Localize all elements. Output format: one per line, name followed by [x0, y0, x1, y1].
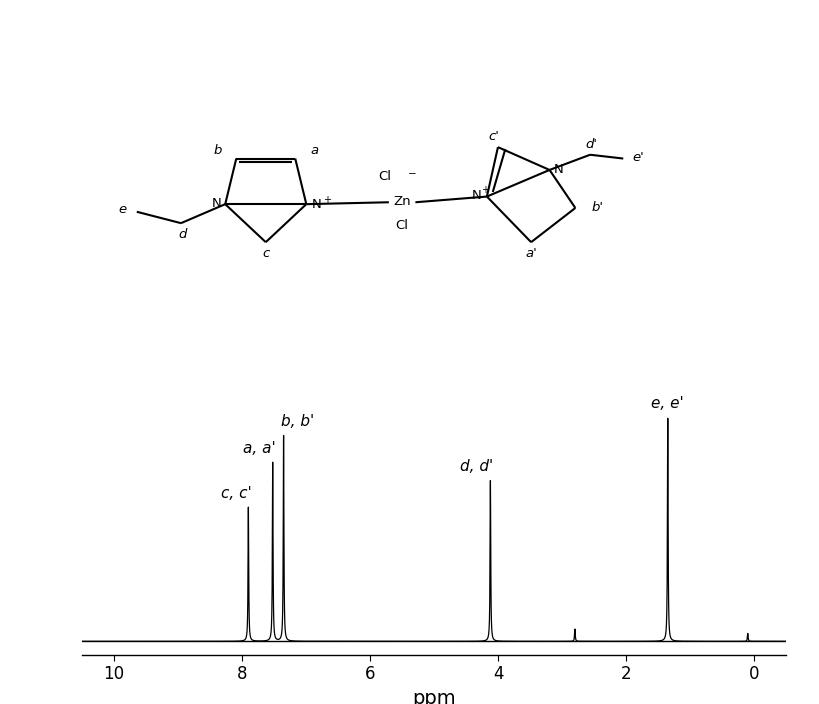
X-axis label: ppm: ppm	[412, 689, 456, 704]
Text: d: d	[179, 228, 187, 241]
Text: N: N	[312, 198, 322, 210]
Text: +: +	[323, 195, 331, 206]
Text: N: N	[472, 189, 482, 202]
Text: Cl: Cl	[396, 218, 409, 232]
Text: a, a': a, a'	[242, 441, 275, 455]
Text: N: N	[554, 163, 563, 176]
Text: a': a'	[525, 247, 537, 260]
Text: b': b'	[591, 201, 604, 215]
Text: c, c': c, c'	[221, 486, 251, 501]
Text: e, e': e, e'	[651, 396, 684, 411]
Text: e: e	[118, 203, 126, 216]
Text: e': e'	[632, 151, 644, 164]
Text: b: b	[213, 144, 221, 158]
Text: Zn: Zn	[393, 194, 411, 208]
Text: a: a	[310, 144, 318, 158]
Text: d': d'	[586, 137, 598, 151]
Text: d, d': d, d'	[460, 459, 494, 474]
Text: b, b': b, b'	[281, 414, 314, 429]
Text: −: −	[408, 169, 417, 179]
Text: c: c	[262, 247, 269, 260]
Text: +: +	[482, 185, 490, 196]
Text: N: N	[211, 197, 221, 210]
Text: Cl: Cl	[378, 170, 391, 183]
Text: c': c'	[489, 130, 500, 143]
